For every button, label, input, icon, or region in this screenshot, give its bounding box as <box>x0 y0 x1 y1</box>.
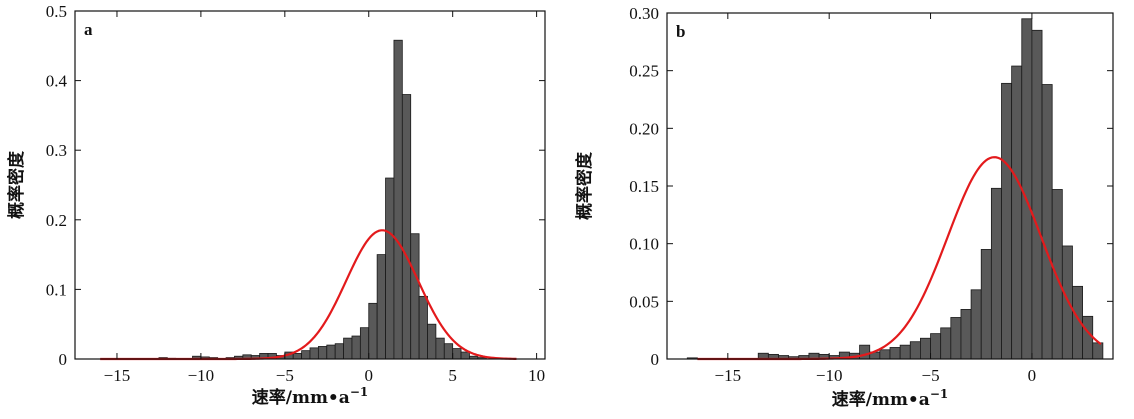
histogram-bar <box>359 327 370 360</box>
histogram-bar <box>950 317 962 360</box>
histogram-bar <box>435 337 445 360</box>
panel-letter: b <box>676 22 685 41</box>
histogram-bar <box>326 344 336 360</box>
x-axis-label-exponent: −1 <box>930 387 948 401</box>
histogram-bar <box>343 337 353 360</box>
histogram-bar <box>401 94 412 360</box>
y-tick-label: 0.25 <box>629 62 659 81</box>
histogram-bar <box>1051 189 1063 360</box>
histogram-bar <box>418 295 428 360</box>
histogram-bar <box>460 351 470 360</box>
histogram-bar <box>920 337 931 360</box>
y-tick-label: 0.1 <box>46 280 67 299</box>
histogram-bar <box>889 347 901 360</box>
x-axis-label: 速率/mm•a−1 <box>832 387 948 410</box>
x-tick-label: −15 <box>104 366 131 385</box>
y-tick-label: 0.5 <box>46 2 67 21</box>
y-tick-label: 0.15 <box>629 177 659 196</box>
x-tick-label: 10 <box>528 366 545 385</box>
histogram-bar <box>940 327 952 360</box>
chart-panel-b: −15 −10 −5 0 0 0.05 0.10 0.15 0.20 0.25 0.30 b 概率密度速… <box>574 4 1114 410</box>
x-tick-label: −15 <box>715 366 742 385</box>
histogram-bar <box>1082 315 1094 360</box>
histogram-bar <box>452 348 462 360</box>
x-tick-label: 0 <box>1028 366 1037 385</box>
histogram-bar <box>899 344 911 360</box>
histogram-bar <box>1092 342 1104 360</box>
histogram-bar <box>427 323 437 360</box>
histogram-bar <box>301 350 311 360</box>
histogram-bar <box>334 343 344 360</box>
histogram-bar <box>309 347 319 360</box>
histogram-bar <box>1061 245 1073 360</box>
y-axis-label: 概率密度 <box>574 151 595 220</box>
y-tick-label: 0 <box>59 350 68 369</box>
y-axis-label: 概率密度 <box>6 150 27 219</box>
histogram-bar <box>292 353 302 360</box>
histogram-bar <box>980 249 992 360</box>
histogram-bar <box>351 335 361 360</box>
histogram-bar <box>960 309 972 360</box>
x-axis-label-main: 速率/mm•a <box>832 389 930 410</box>
x-tick-label: 5 <box>448 366 457 385</box>
histogram-bar <box>1011 65 1023 360</box>
x-tick-label: 0 <box>365 366 374 385</box>
histogram-bar <box>385 177 395 360</box>
histogram-bar <box>376 254 386 360</box>
panel-letter: a <box>84 20 93 39</box>
normal-fit-curve <box>100 229 517 361</box>
x-tick-label: −10 <box>816 366 843 385</box>
x-tick-label: −5 <box>921 366 939 385</box>
histogram-bar <box>1001 82 1013 360</box>
y-tick-label: 0.2 <box>46 211 67 230</box>
histogram-bar <box>1031 29 1043 360</box>
histogram-bar <box>859 344 871 360</box>
x-axis-label-exponent: −1 <box>350 385 368 399</box>
x-axis-label: 速率/mm•a−1 <box>252 385 368 408</box>
histogram-bar <box>879 349 891 360</box>
histogram-bar <box>909 341 921 360</box>
chart-panel-a: −15 −10 −5 0 5 10 0 0.1 0.2 0.3 0.4 0.5 a 概率密度速率/mm•a… <box>6 2 546 408</box>
y-tick-label: 0.05 <box>629 292 659 311</box>
y-tick-label: 0.3 <box>46 141 67 160</box>
histogram-bar <box>1021 18 1033 360</box>
histogram-bar <box>1041 84 1053 360</box>
y-tick-label: 0.30 <box>629 4 659 23</box>
histogram-bar <box>393 39 403 360</box>
histogram-bar <box>990 187 1002 360</box>
histogram-bar <box>970 289 982 360</box>
y-tick-label: 0 <box>651 350 660 369</box>
y-tick-label: 0.20 <box>629 119 659 138</box>
histogram-bar <box>443 343 454 360</box>
x-tick-label: −10 <box>188 366 215 385</box>
histogram-bar <box>930 333 942 360</box>
histogram-bar <box>368 302 378 360</box>
y-tick-label: 0.10 <box>629 235 659 254</box>
histogram-bar <box>317 346 328 360</box>
y-tick-label: 0.4 <box>46 72 68 91</box>
x-axis-label-main: 速率/mm•a <box>252 387 350 408</box>
plot-frame <box>74 10 546 360</box>
histogram-bar <box>410 233 420 360</box>
x-tick-label: −5 <box>276 366 294 385</box>
